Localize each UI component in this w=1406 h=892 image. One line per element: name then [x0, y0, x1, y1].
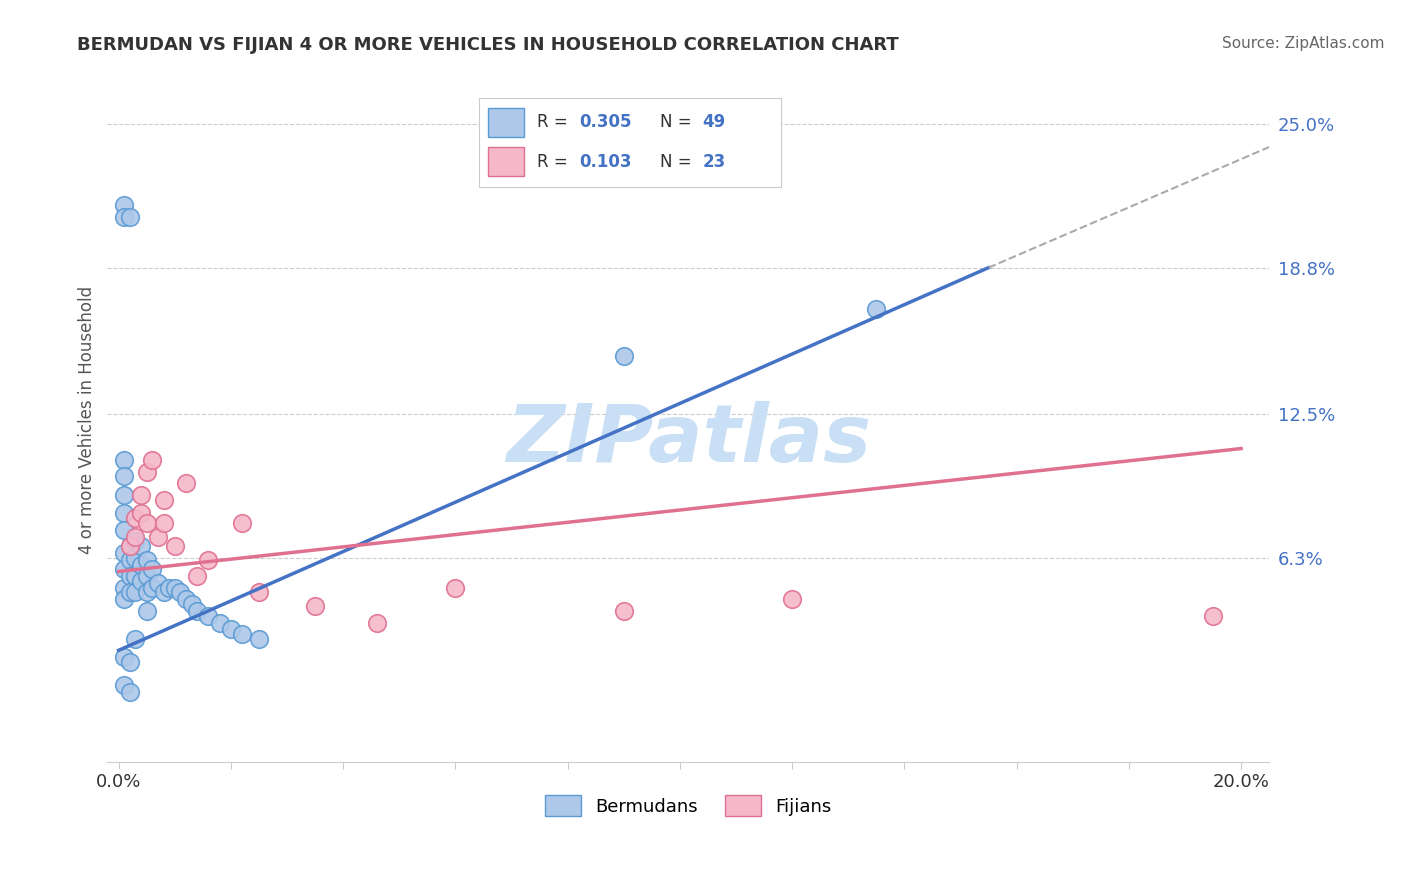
Point	[197, 553, 219, 567]
Point	[135, 465, 157, 479]
Y-axis label: 4 or more Vehicles in Household: 4 or more Vehicles in Household	[79, 285, 96, 554]
Point	[163, 539, 186, 553]
Point	[152, 585, 174, 599]
Point	[112, 546, 135, 560]
Point	[169, 585, 191, 599]
Point	[163, 581, 186, 595]
Point	[124, 530, 146, 544]
Point	[129, 574, 152, 588]
Point	[112, 562, 135, 576]
Point	[197, 608, 219, 623]
Text: Source: ZipAtlas.com: Source: ZipAtlas.com	[1222, 36, 1385, 51]
Point	[124, 569, 146, 583]
Point	[231, 516, 253, 530]
Point	[135, 604, 157, 618]
Point	[118, 539, 141, 553]
Point	[118, 210, 141, 224]
Point	[146, 530, 169, 544]
Point	[129, 539, 152, 553]
Point	[112, 581, 135, 595]
Point	[219, 623, 242, 637]
Point	[186, 604, 208, 618]
Point	[118, 685, 141, 699]
Point	[129, 488, 152, 502]
Point	[1202, 608, 1225, 623]
Point	[124, 632, 146, 646]
Point	[112, 507, 135, 521]
Point	[129, 558, 152, 572]
Point	[152, 516, 174, 530]
Text: BERMUDAN VS FIJIAN 4 OR MORE VEHICLES IN HOUSEHOLD CORRELATION CHART: BERMUDAN VS FIJIAN 4 OR MORE VEHICLES IN…	[77, 36, 898, 54]
Point	[231, 627, 253, 641]
Point	[118, 655, 141, 669]
Point	[304, 599, 326, 614]
Point	[112, 678, 135, 692]
Point	[141, 453, 163, 467]
Point	[208, 615, 231, 630]
Point	[135, 585, 157, 599]
Point	[174, 592, 197, 607]
Point	[141, 562, 163, 576]
Point	[247, 585, 270, 599]
Point	[118, 553, 141, 567]
Point	[118, 585, 141, 599]
Point	[112, 453, 135, 467]
Point	[112, 592, 135, 607]
Point	[366, 615, 388, 630]
Point	[124, 585, 146, 599]
Point	[118, 539, 141, 553]
Point	[141, 581, 163, 595]
Point	[613, 604, 636, 618]
Legend: Bermudans, Fijians: Bermudans, Fijians	[537, 788, 839, 823]
Point	[112, 650, 135, 665]
Point	[129, 507, 152, 521]
Point	[174, 476, 197, 491]
Point	[180, 597, 202, 611]
Point	[112, 210, 135, 224]
Point	[124, 550, 146, 565]
Point	[124, 511, 146, 525]
Point	[186, 569, 208, 583]
Point	[112, 198, 135, 212]
Point	[135, 516, 157, 530]
Point	[247, 632, 270, 646]
Point	[613, 349, 636, 363]
Point	[780, 592, 803, 607]
Point	[865, 302, 887, 317]
Point	[152, 492, 174, 507]
Point	[112, 488, 135, 502]
Point	[112, 523, 135, 537]
Text: ZIPatlas: ZIPatlas	[506, 401, 870, 479]
Point	[157, 581, 180, 595]
Point	[118, 569, 141, 583]
Point	[112, 469, 135, 483]
Point	[124, 534, 146, 549]
Point	[444, 581, 467, 595]
Point	[135, 553, 157, 567]
Point	[146, 576, 169, 591]
Point	[135, 569, 157, 583]
